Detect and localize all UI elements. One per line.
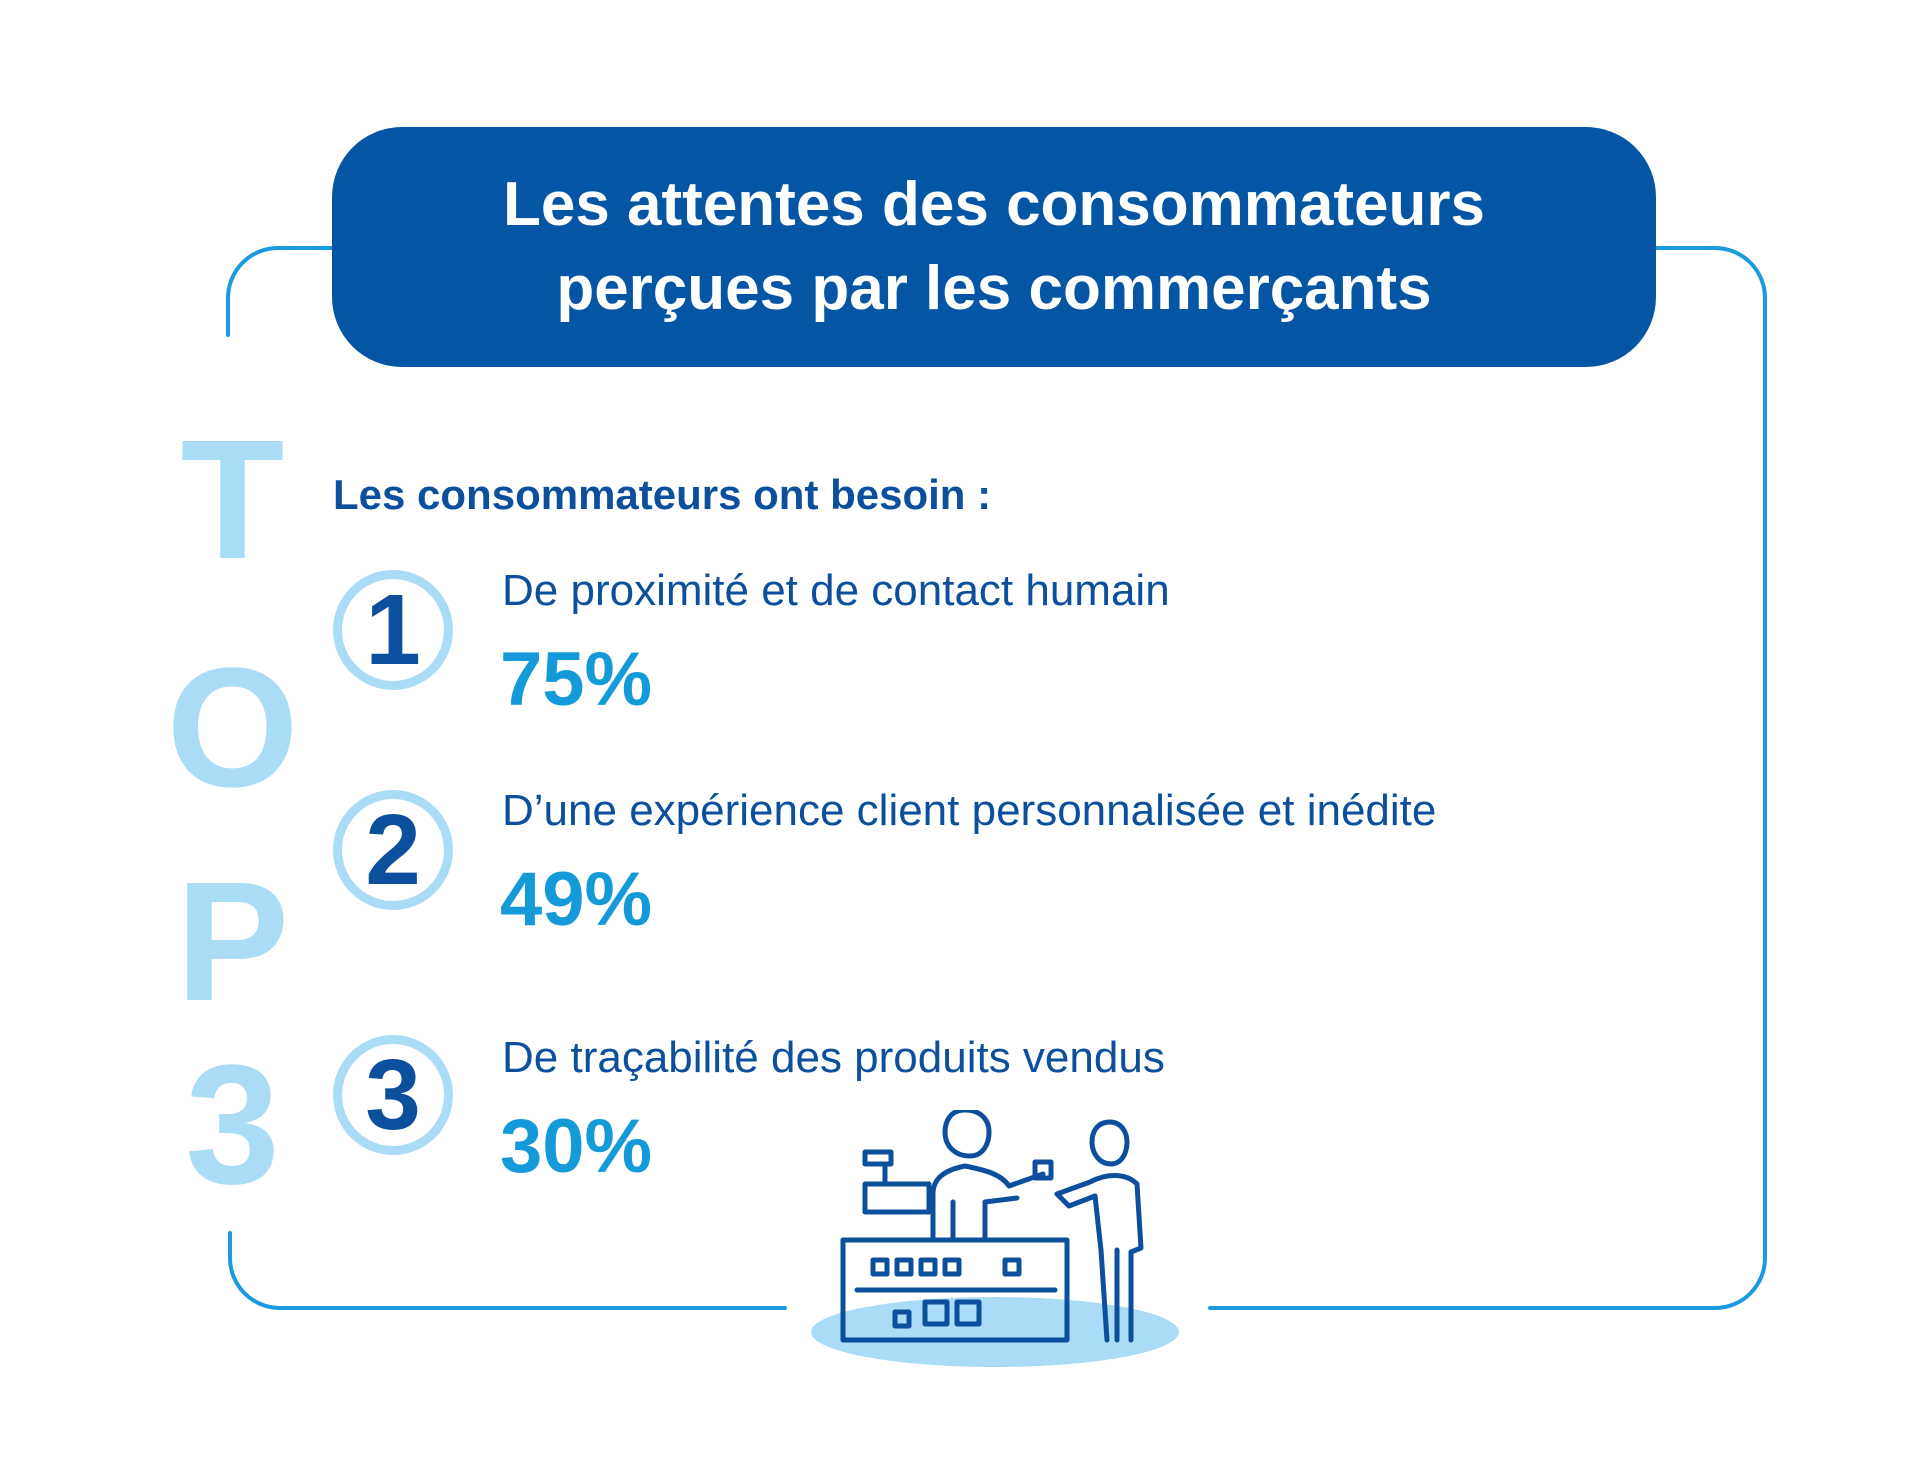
top-letter-3: 3	[185, 1030, 280, 1220]
title-banner: Les attentes des consommateurs perçues p…	[332, 127, 1656, 367]
page-title-line-2: perçues par les commerçants	[556, 254, 1432, 323]
rank-number: 1	[365, 574, 421, 686]
item-percent-3: 30%	[500, 1104, 653, 1189]
rank-number: 2	[365, 794, 421, 906]
rank-badge-1: 1	[333, 570, 453, 690]
page-title-line-1: Les attentes des consommateurs	[502, 170, 1485, 239]
item-label-2: D’une expérience client personnalisée et…	[502, 786, 1437, 835]
rank-badge-2: 2	[333, 790, 453, 910]
item-percent-1: 75%	[500, 637, 653, 722]
subtitle: Les consommateurs ont besoin :	[333, 471, 992, 518]
rank-badge-3: 3	[333, 1035, 453, 1155]
item-label-3: De traçabilité des produits vendus	[502, 1033, 1165, 1082]
shop-counter-icon	[811, 1110, 1179, 1367]
rank-number: 3	[365, 1039, 421, 1151]
top-letter-p: P	[175, 847, 290, 1037]
top-letter-o: O	[166, 633, 299, 823]
item-label-1: De proximité et de contact humain	[502, 566, 1170, 615]
top-letter-t: T	[180, 405, 285, 595]
item-percent-2: 49%	[500, 857, 653, 942]
